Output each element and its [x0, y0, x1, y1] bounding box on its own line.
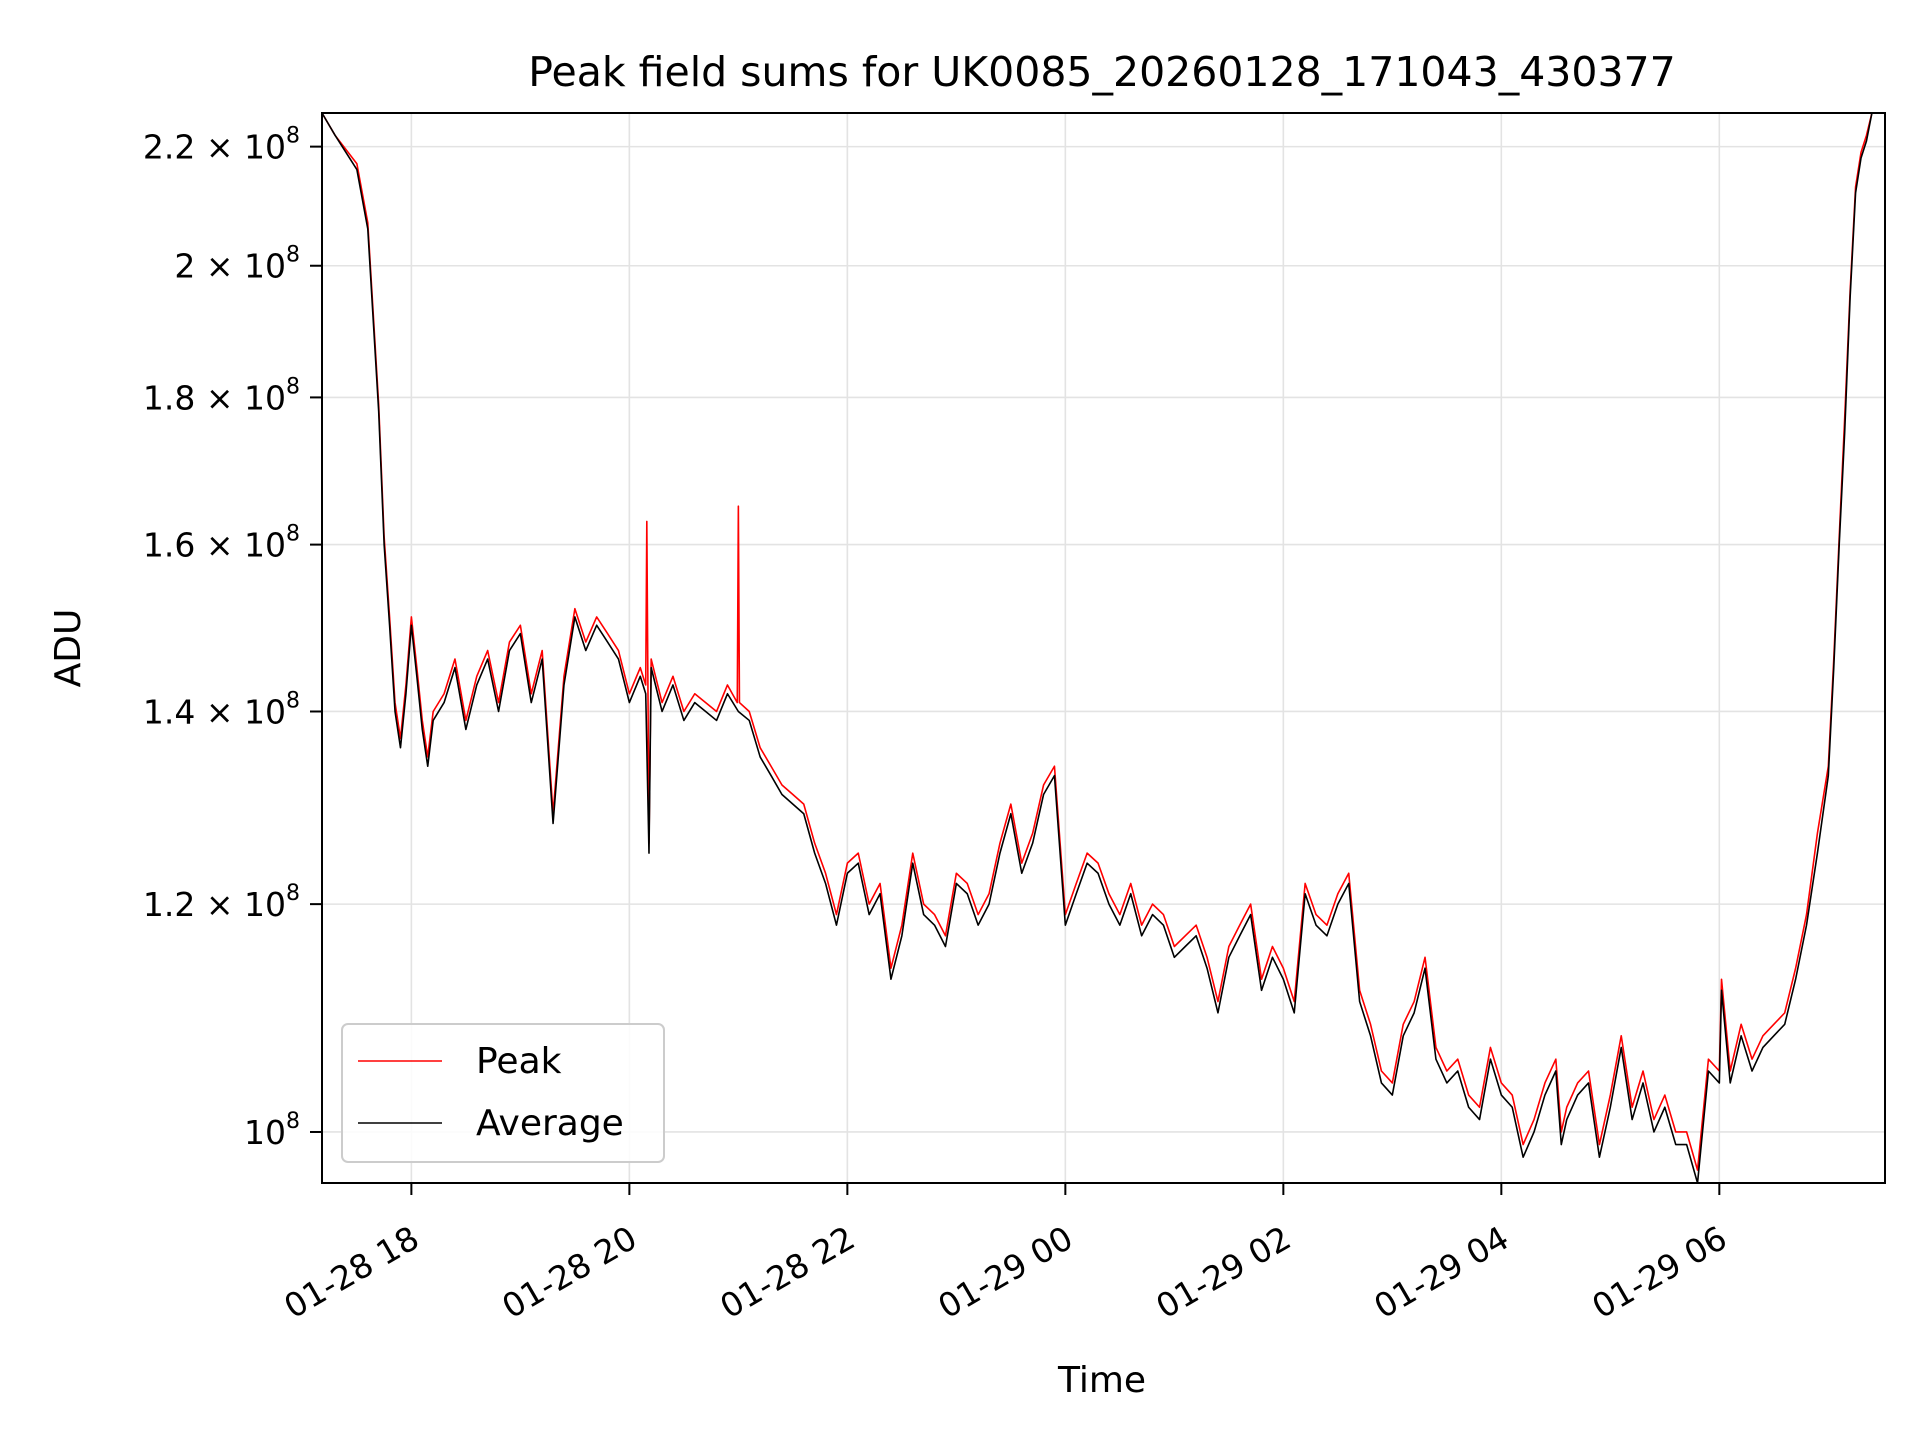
- plot-frame: [321, 112, 1886, 1184]
- series-line-average: [321, 112, 1873, 1184]
- legend-frame: [341, 1023, 665, 1163]
- grid: [322, 113, 1885, 1183]
- series-line-peak: [321, 112, 1873, 1171]
- x-axis-label: Time: [1057, 1360, 1146, 1401]
- y-axis-label: ADU: [48, 609, 89, 688]
- legend: Peak Average: [341, 1023, 665, 1163]
- y-tick-label: 1.6 × 108: [143, 522, 300, 565]
- y-tick-label: 1.8 × 108: [143, 374, 300, 417]
- y-tick-label: 108: [244, 1109, 300, 1152]
- y-axis: 108 1.2 × 108 1.4 × 108 1.6 × 108 1.8 × 108 2…: [143, 124, 322, 1152]
- legend-average-label: Average: [476, 1103, 624, 1144]
- y-tick-label: 1.4 × 108: [143, 688, 300, 731]
- legend-peak-label: Peak: [476, 1041, 562, 1082]
- y-tick-label: 1.2 × 108: [143, 881, 300, 924]
- y-tick-label: 2 × 108: [174, 243, 300, 286]
- y-tick-label: 2.2 × 108: [143, 124, 300, 167]
- chart-title: Peak field sums for UK0085_20260128_1710…: [528, 48, 1675, 96]
- series-layer: [321, 112, 1873, 1184]
